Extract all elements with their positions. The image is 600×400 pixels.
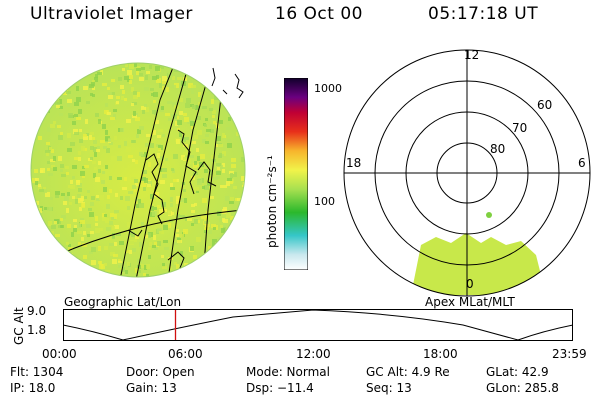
altitude-tick-max: 9.0	[27, 304, 47, 318]
mlt-label-18: 18	[346, 156, 362, 170]
coastline-fragments	[211, 67, 244, 99]
time-tick-2359: 23:59	[552, 347, 587, 361]
geographic-projection-label: Geographic Lat/Lon	[64, 295, 182, 309]
instrument-title: Ultraviolet Imager	[30, 4, 193, 24]
mlat-label-60: 60	[537, 98, 553, 112]
apex-projection-label: Apex MLat/MLT	[425, 295, 515, 309]
uv-earth-image	[30, 62, 246, 278]
mlat-label-80: 80	[490, 142, 506, 156]
status-door: Door: Open	[126, 365, 195, 379]
status-ip: IP: 18.0	[10, 381, 56, 395]
mlat-label-70: 70	[512, 121, 528, 135]
polar-plot	[343, 49, 591, 297]
altitude-axis-title: GC Alt	[12, 307, 26, 345]
status-flight: Flt: 1304	[10, 365, 64, 379]
mlt-label-12: 12	[464, 48, 480, 62]
altitude-plot	[63, 309, 573, 341]
status-mode: Mode: Normal	[246, 365, 330, 379]
status-seq: Seq: 13	[366, 381, 412, 395]
status-dsp: Dsp: −11.4	[246, 381, 314, 395]
mlt-label-0: 0	[466, 277, 474, 291]
mlt-label-6: 6	[578, 156, 586, 170]
status-glat: GLat: 42.9	[486, 365, 549, 379]
status-gain: Gain: 13	[126, 381, 177, 395]
date-label: 16 Oct 00	[275, 4, 363, 24]
time-label: 05:17:18 UT	[428, 4, 539, 24]
altitude-tick-min: 1.8	[27, 323, 47, 337]
time-tick-1800: 18:00	[423, 347, 458, 361]
status-glon: GLon: 285.8	[486, 381, 559, 395]
time-tick-0600: 06:00	[168, 347, 203, 361]
time-tick-0000: 00:00	[42, 347, 77, 361]
colorbar-tick-100: 100	[314, 195, 335, 208]
colorbar-tick-1000: 1000	[314, 82, 342, 95]
color-scale-bar	[284, 78, 308, 270]
time-tick-1200: 12:00	[296, 347, 331, 361]
status-gc-alt: GC Alt: 4.9 Re	[366, 365, 450, 379]
colorbar-unit-label: photon cm⁻²s⁻¹	[265, 155, 279, 248]
